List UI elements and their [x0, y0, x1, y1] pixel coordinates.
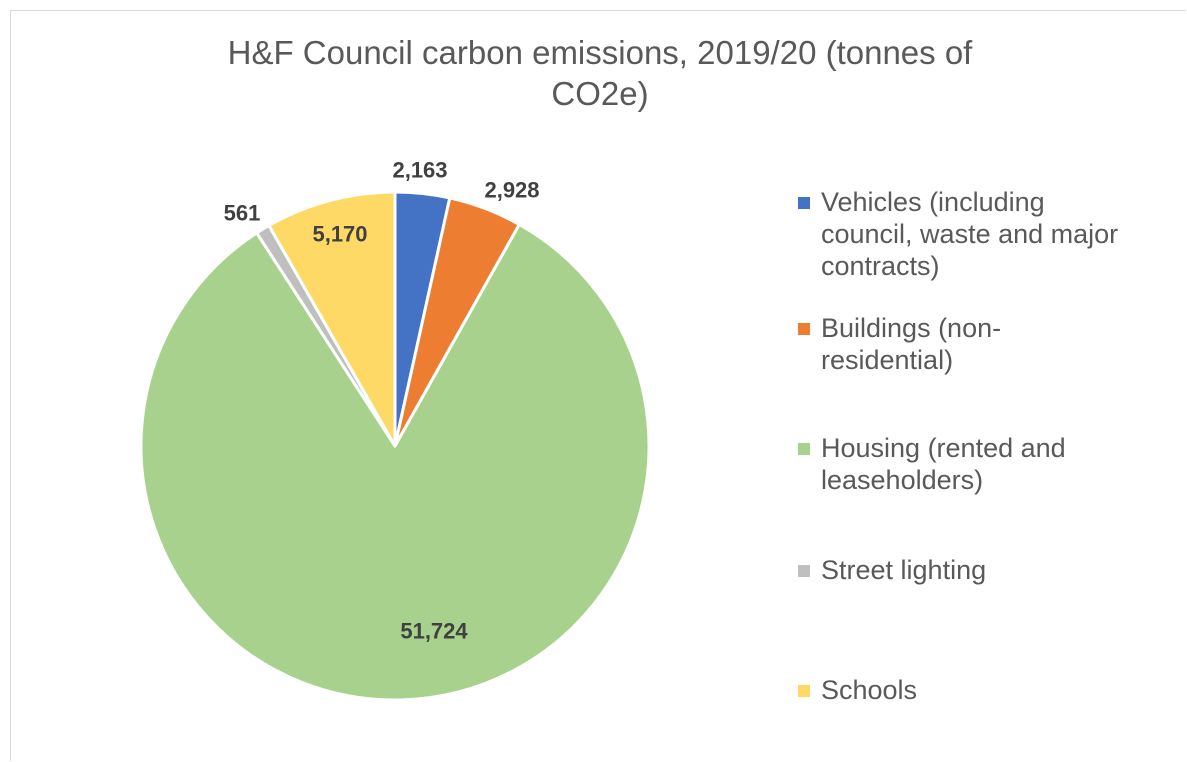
- chart-area: [10, 10, 1186, 761]
- data-label-vehicles: 2,163: [392, 158, 447, 183]
- data-label-buildings: 2,928: [484, 178, 539, 203]
- legend-swatch: [798, 565, 810, 577]
- pie-slice-housing: [139, 223, 651, 702]
- data-label-housing: 51,724: [400, 619, 468, 644]
- legend-swatch: [798, 323, 810, 335]
- data-label-schools: 5,170: [312, 222, 367, 247]
- legend-label: Schools: [821, 675, 918, 705]
- legend-swatch: [798, 685, 810, 697]
- legend-swatch: [798, 197, 810, 209]
- legend-label: Housing (rented and leaseholders): [821, 433, 1066, 495]
- data-label-street: 561: [224, 201, 261, 226]
- legend-label: Vehicles (including council, waste and ma…: [821, 187, 1119, 281]
- chart-title: H&F Council carbon emissions, 2019/20 (t…: [227, 34, 973, 112]
- pie-slice-schools: [267, 190, 397, 448]
- legend-label: Buildings (non-residential): [821, 313, 1002, 375]
- legend-label: Street lighting: [821, 555, 987, 585]
- legend-swatch: [798, 443, 810, 455]
